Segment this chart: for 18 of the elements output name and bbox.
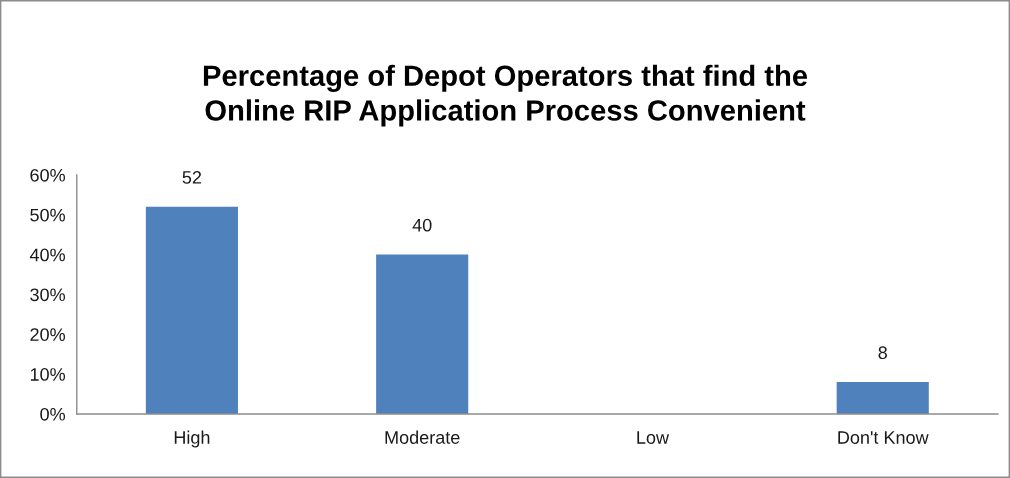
x-tick-label: High bbox=[174, 430, 210, 448]
x-tick-label: Moderate bbox=[385, 430, 460, 444]
y-tick-label: 40% bbox=[29, 248, 66, 262]
bar bbox=[376, 254, 469, 414]
y-tick-label: 20% bbox=[30, 328, 66, 341]
bar bbox=[145, 206, 238, 414]
y-tick-label: 60% bbox=[30, 168, 66, 182]
y-tick-label: 30% bbox=[30, 288, 66, 302]
data-label: 40 bbox=[412, 218, 432, 232]
data-label: 52 bbox=[182, 171, 202, 184]
y-tick-label: 0% bbox=[40, 407, 66, 421]
bar bbox=[836, 382, 929, 414]
x-tick-label: Low bbox=[637, 431, 670, 444]
y-tick-label: 10% bbox=[30, 368, 66, 381]
x-tick-label: Don't Know bbox=[838, 431, 929, 444]
chart-title: Percentage of Depot Operators that find the Online RIP Application Process Convenient bbox=[203, 64, 808, 127]
data-label: 8 bbox=[878, 346, 887, 360]
y-tick-label: 50% bbox=[30, 208, 66, 222]
